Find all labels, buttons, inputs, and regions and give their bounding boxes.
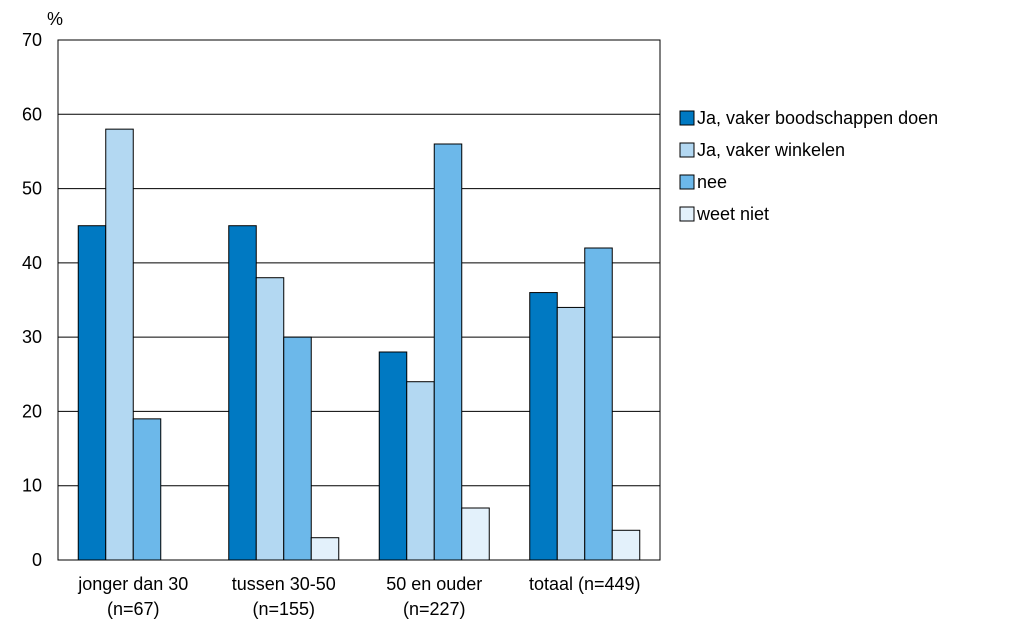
- bar-1-0: [105, 128, 134, 561]
- bar-3-3: [611, 529, 641, 561]
- bar-2-1: [283, 336, 312, 561]
- bar-2-0: [132, 418, 162, 561]
- y-tick-label: 30: [22, 327, 42, 347]
- y-tick-label: 70: [22, 30, 42, 50]
- x-axis-ticks: jonger dan 30 (n=67) tussen 30-50 (n=155) 50…: [77, 574, 640, 619]
- legend-label: weet niet: [696, 204, 769, 224]
- x-tick-label: totaal (n=449): [529, 574, 641, 594]
- legend: Ja, vaker boodschappen doen Ja, vaker win…: [679, 108, 938, 224]
- bars: [77, 128, 641, 561]
- bar-0-1: [228, 225, 257, 561]
- legend-swatch: [679, 206, 695, 222]
- x-tick-label: 50 en ouder: [386, 574, 482, 594]
- y-tick-label: 10: [22, 476, 42, 496]
- y-tick-label: 40: [22, 253, 42, 273]
- legend-swatch: [679, 142, 695, 158]
- bar-1-1: [255, 277, 285, 561]
- bar-3-1: [310, 537, 340, 561]
- bar-0-3: [529, 292, 558, 561]
- bar-1-3: [556, 306, 586, 561]
- y-axis-ticks: 0 10 20 30 40 50 60 70: [22, 30, 42, 570]
- y-tick-label: 0: [32, 550, 42, 570]
- bar-2-3: [584, 247, 613, 561]
- legend-swatch: [679, 110, 695, 126]
- bar-0-0: [77, 225, 107, 561]
- legend-swatch: [679, 174, 695, 190]
- y-tick-label: 60: [22, 104, 42, 124]
- bar-2-2: [433, 143, 463, 561]
- bar-1-2: [406, 381, 435, 561]
- plot-area-frame: [57, 39, 661, 561]
- bar-0-2: [378, 351, 408, 561]
- legend-label: Ja, vaker winkelen: [697, 140, 845, 160]
- y-tick-label: 20: [22, 401, 42, 421]
- x-tick-label: (n=155): [252, 599, 315, 619]
- y-tick-label: 50: [22, 179, 42, 199]
- bar-3-2: [461, 507, 490, 561]
- y-unit-label: %: [47, 9, 63, 29]
- x-tick-label: (n=67): [107, 599, 160, 619]
- x-tick-label: tussen 30-50: [232, 574, 336, 594]
- x-tick-label: jonger dan 30: [77, 574, 188, 594]
- legend-label: Ja, vaker boodschappen doen: [697, 108, 938, 128]
- legend-label: nee: [697, 172, 727, 192]
- x-tick-label: (n=227): [403, 599, 466, 619]
